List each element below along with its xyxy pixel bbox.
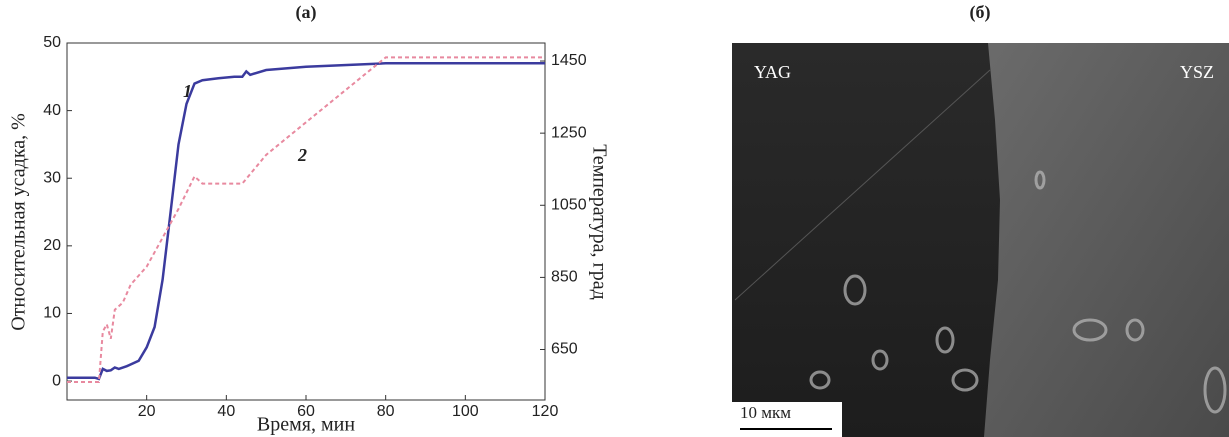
page: (а) Время, мин Относительная усадка, % Т… xyxy=(0,0,1229,437)
image-label: YSZ xyxy=(1180,62,1214,82)
x-tick-label: 40 xyxy=(217,403,235,420)
y-tick-label: 20 xyxy=(43,237,61,254)
y-tick-label: 50 xyxy=(43,34,61,51)
series-line xyxy=(67,57,545,382)
image-label: YAG xyxy=(754,62,791,82)
ysz-region xyxy=(984,43,1229,437)
panel-label: (а) xyxy=(296,2,317,23)
y-axis-label: Относительная усадка, % xyxy=(8,113,30,331)
x-tick-label: 120 xyxy=(532,403,559,420)
y-tick-label: 30 xyxy=(43,169,61,186)
panel-label: (б) xyxy=(970,2,991,23)
plot-frame xyxy=(67,43,545,400)
x-tick-label: 100 xyxy=(452,403,479,420)
annotation: 2 xyxy=(297,145,307,165)
series-line xyxy=(67,63,545,379)
y2-axis-label: Температура, град xyxy=(588,144,610,300)
x-tick-label: 80 xyxy=(377,403,395,420)
y-tick-label: 0 xyxy=(52,372,61,389)
y2-tick-label: 850 xyxy=(551,269,578,286)
y2-tick-label: 1050 xyxy=(551,196,587,213)
x-tick-label: 20 xyxy=(138,403,156,420)
y2-tick-label: 1250 xyxy=(551,124,587,141)
x-tick-label: 60 xyxy=(297,403,315,420)
y2-tick-label: 1450 xyxy=(551,52,587,69)
y2-tick-label: 650 xyxy=(551,341,578,358)
y-tick-label: 40 xyxy=(43,102,61,119)
y-tick-label: 10 xyxy=(43,305,61,322)
figure: (а) Время, мин Относительная усадка, % Т… xyxy=(0,0,1229,437)
scale-label: 10 мкм xyxy=(740,403,791,422)
